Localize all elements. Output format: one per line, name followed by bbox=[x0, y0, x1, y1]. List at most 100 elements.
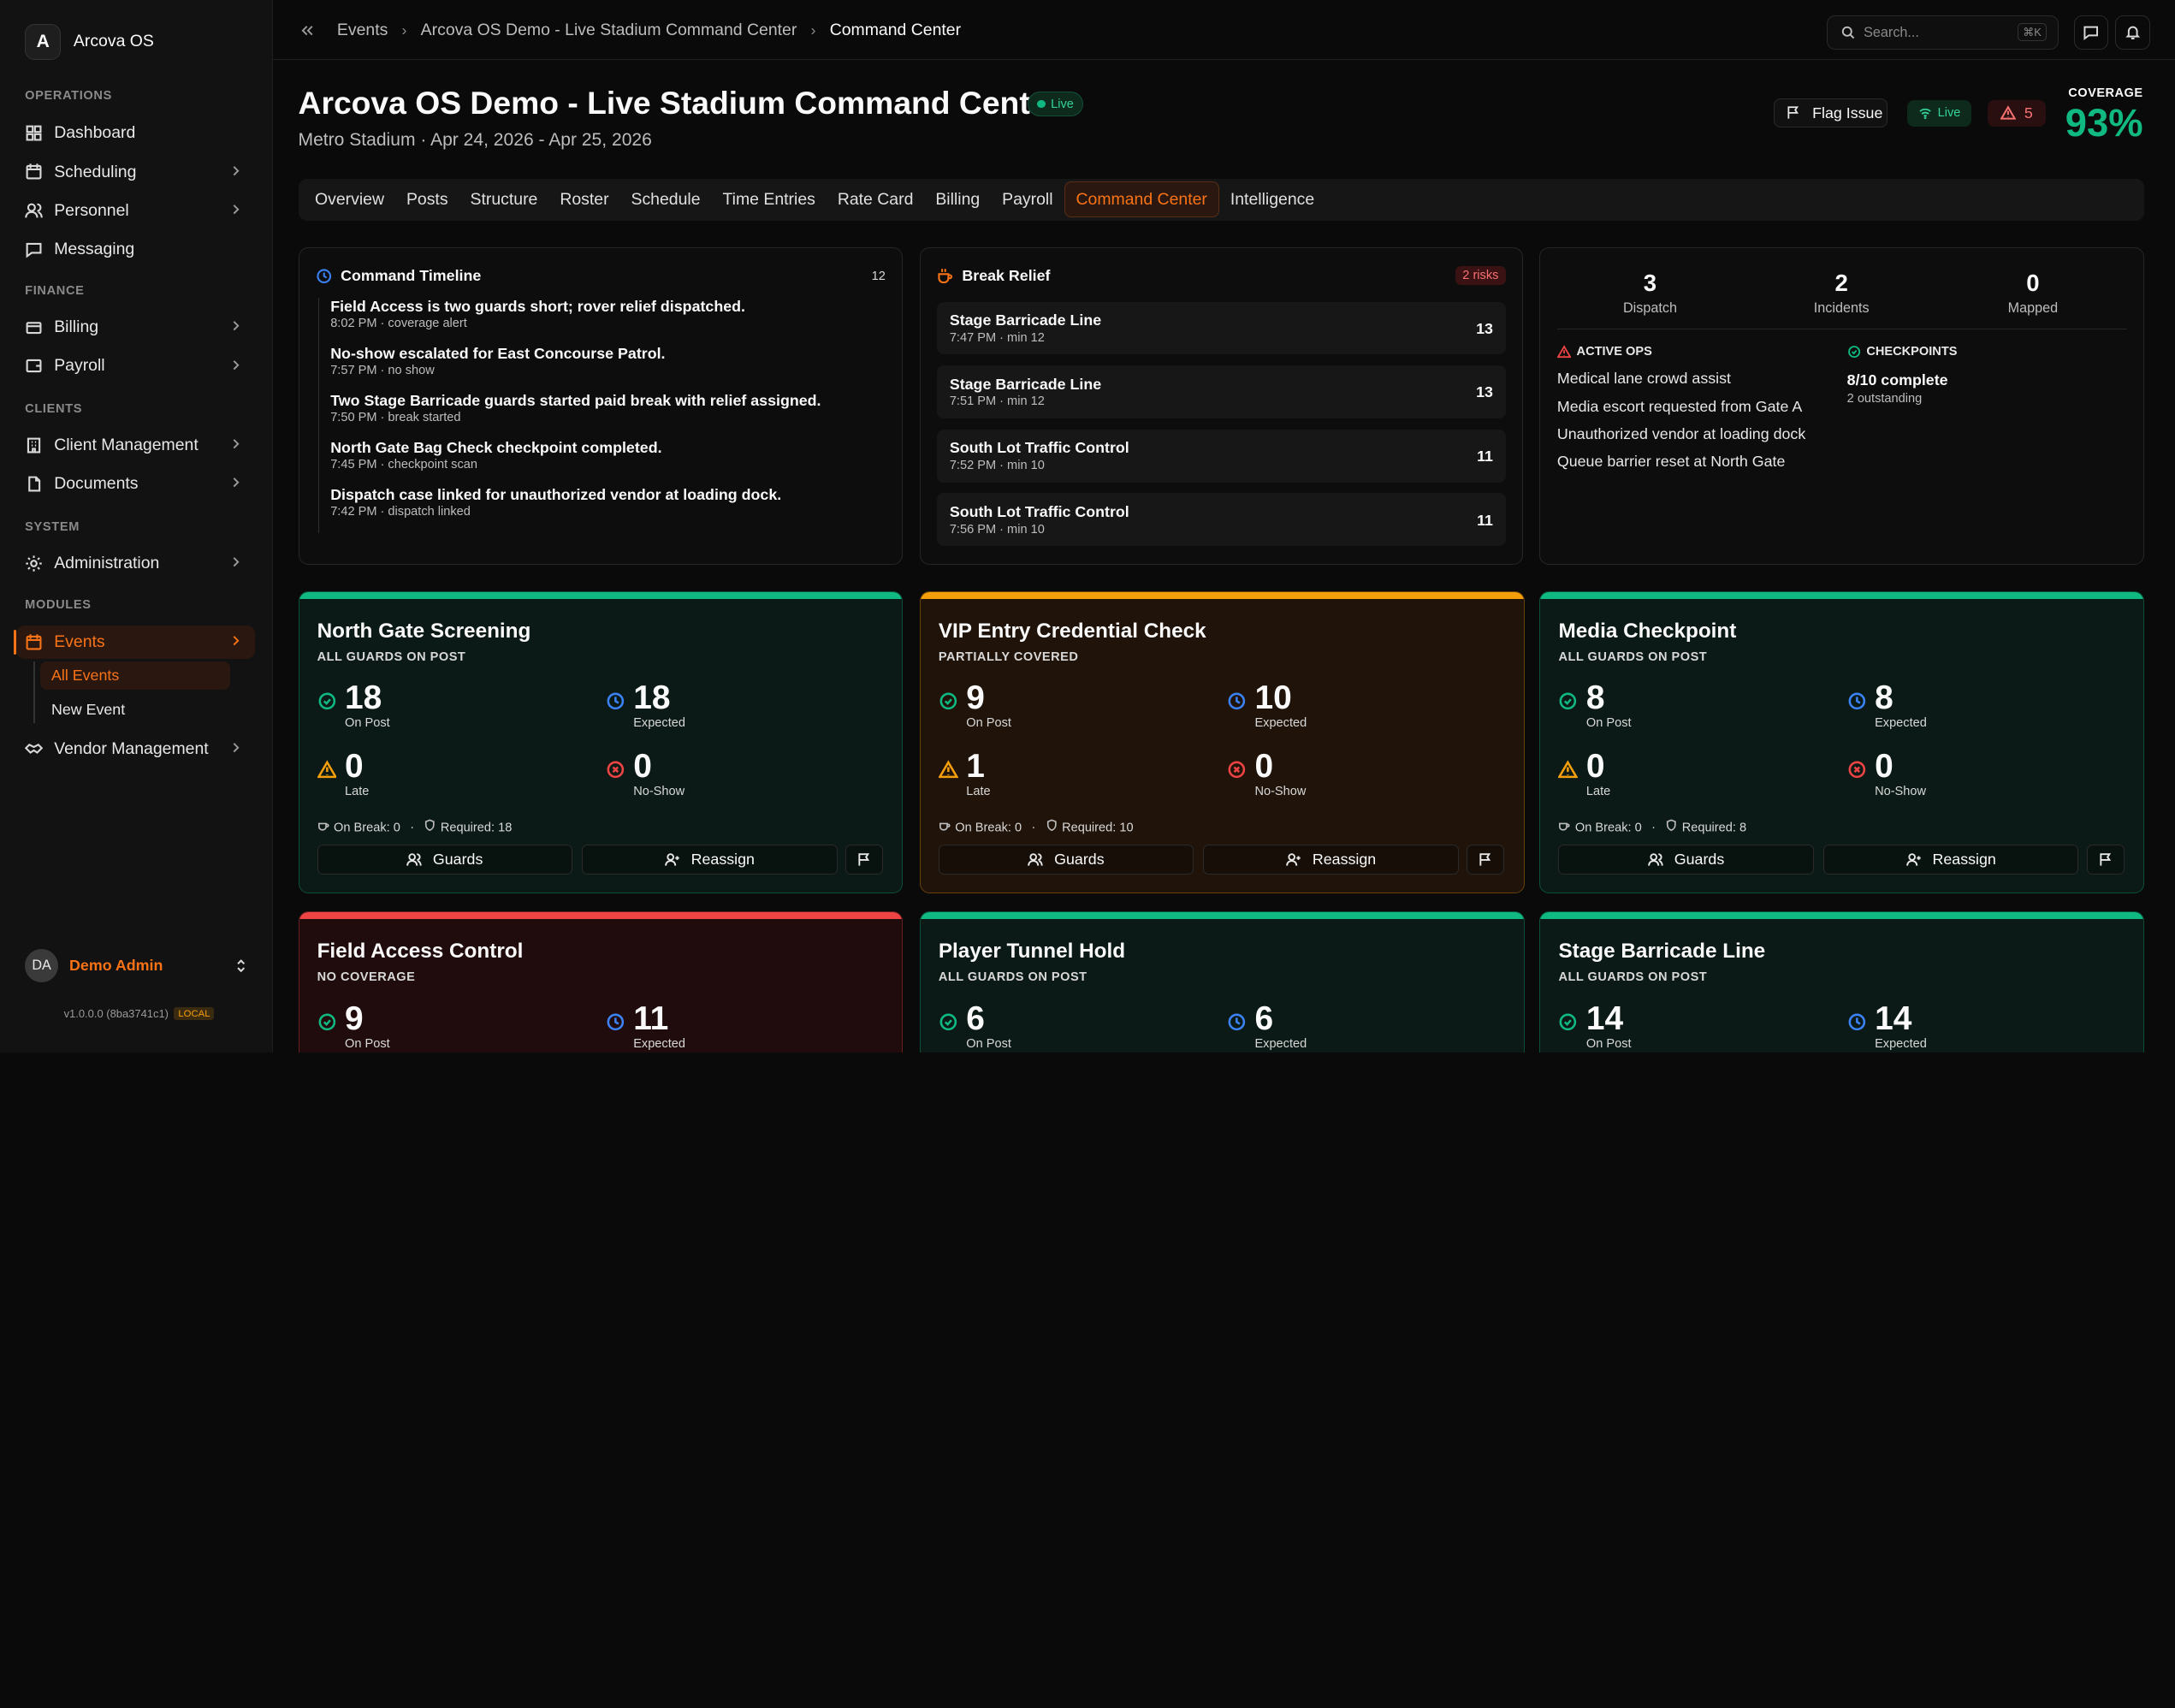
chevron-right-icon bbox=[233, 743, 240, 753]
sidebar-subitem-all-events[interactable]: All Events bbox=[40, 661, 231, 690]
notifications-button[interactable] bbox=[2115, 15, 2150, 50]
active-op-item[interactable]: Queue barrier reset at North Gate bbox=[1556, 453, 1786, 471]
sidebar-item-client-management[interactable]: Client Management bbox=[16, 429, 255, 462]
post-status: PARTIALLY COVERED bbox=[938, 649, 1079, 664]
search-input[interactable]: Search... ⌘K bbox=[1826, 15, 2059, 50]
flag-issue-button[interactable]: Flag Issue bbox=[1774, 98, 1888, 128]
reassign-label: Reassign bbox=[1312, 850, 1377, 868]
post-name: VIP Entry Credential Check bbox=[938, 620, 1206, 643]
breadcrumb-events[interactable]: Events bbox=[336, 21, 388, 40]
active-op-item[interactable]: Unauthorized vendor at loading dock bbox=[1556, 425, 1806, 443]
sidebar-item-events[interactable]: Events bbox=[14, 626, 256, 660]
flag-post-button[interactable] bbox=[845, 844, 883, 875]
active-ops-list: Medical lane crowd assist Media escort r… bbox=[1557, 370, 1805, 481]
sidebar-item-vendor-management[interactable]: Vendor Management bbox=[16, 732, 255, 766]
reassign-button[interactable]: Reassign bbox=[582, 844, 838, 875]
sidebar-item-label: Events bbox=[54, 632, 105, 652]
break-item[interactable]: Stage Barricade Line 7:47 PM · min 12 13 bbox=[937, 301, 1506, 355]
chevron-right-icon bbox=[233, 321, 240, 331]
sidebar-item-scheduling[interactable]: Scheduling bbox=[16, 156, 255, 189]
reassign-button[interactable]: Reassign bbox=[1203, 844, 1459, 875]
x-circle-icon bbox=[1228, 761, 1246, 778]
tab-overview[interactable]: Overview bbox=[314, 189, 384, 209]
sidebar-item-payroll[interactable]: Payroll bbox=[16, 350, 255, 383]
reassign-button[interactable]: Reassign bbox=[1823, 844, 2079, 875]
break-item-title: Stage Barricade Line bbox=[949, 311, 1102, 329]
tab-intelligence[interactable]: Intelligence bbox=[1230, 189, 1315, 209]
break-item[interactable]: South Lot Traffic Control 7:56 PM · min 1… bbox=[937, 493, 1506, 547]
live-status-button[interactable]: Live bbox=[1907, 99, 1972, 127]
flag-post-button[interactable] bbox=[1467, 844, 1505, 875]
breadcrumb-event[interactable]: Arcova OS Demo - Live Stadium Command Ce… bbox=[420, 21, 797, 40]
active-op-item[interactable]: Media escort requested from Gate A bbox=[1556, 397, 1803, 415]
sidebar-item-messaging[interactable]: Messaging bbox=[16, 233, 255, 266]
metric-value: 0 bbox=[1254, 747, 1274, 785]
alerts-button[interactable]: 5 bbox=[1988, 99, 2047, 127]
break-relief-title: Break Relief bbox=[962, 267, 1051, 285]
post-card[interactable]: North Gate Screening ALL GUARDS ON POST 1… bbox=[298, 590, 904, 893]
tab-schedule[interactable]: Schedule bbox=[631, 189, 701, 209]
stat-dispatch[interactable]: 3 Dispatch bbox=[1580, 270, 1719, 316]
clock-icon bbox=[607, 1013, 624, 1030]
post-card[interactable]: Player Tunnel Hold ALL GUARDS ON POST 6 On… bbox=[919, 911, 1525, 1053]
calendar-icon bbox=[26, 634, 42, 650]
tab-payroll[interactable]: Payroll bbox=[1002, 189, 1053, 209]
status-bar bbox=[1540, 912, 2144, 920]
metric-expected: 8 Expected bbox=[1847, 680, 1927, 730]
metric-label: Expected bbox=[633, 1036, 685, 1051]
tab-structure[interactable]: Structure bbox=[470, 189, 538, 209]
stat-incidents[interactable]: 2 Incidents bbox=[1772, 270, 1911, 316]
tab-roster[interactable]: Roster bbox=[560, 189, 609, 209]
guards-button[interactable]: Guards bbox=[938, 844, 1194, 875]
sidebar-item-administration[interactable]: Administration bbox=[16, 547, 255, 580]
topbar: Events › Arcova OS Demo - Live Stadium C… bbox=[273, 0, 2175, 60]
timeline-item-meta: 7:42 PM · dispatch linked bbox=[330, 505, 471, 519]
metric-label: No-Show bbox=[633, 784, 685, 798]
metric-expected: 11 Expected bbox=[606, 1000, 685, 1051]
sidebar-item-personnel[interactable]: Personnel bbox=[16, 194, 255, 228]
post-card[interactable]: Stage Barricade Line ALL GUARDS ON POST 1… bbox=[1539, 911, 2145, 1053]
post-status: NO COVERAGE bbox=[317, 970, 416, 985]
status-bar bbox=[920, 591, 1524, 599]
sidebar-subitem-new-event[interactable]: New Event bbox=[50, 701, 126, 719]
post-card[interactable]: Field Access Control NO COVERAGE 9 On Post… bbox=[298, 911, 904, 1053]
messages-button[interactable] bbox=[2073, 15, 2109, 50]
stat-mapped[interactable]: 0 Mapped bbox=[1964, 270, 2102, 316]
required-label: Required: bbox=[1062, 821, 1117, 836]
flag-post-button[interactable] bbox=[2087, 844, 2125, 875]
clock-icon bbox=[317, 269, 332, 284]
checkpoints-outstanding: 2 outstanding bbox=[1846, 392, 1923, 406]
guards-button[interactable]: Guards bbox=[317, 844, 572, 875]
user-menu[interactable]: DA Demo Admin bbox=[25, 948, 250, 982]
active-op-item[interactable]: Medical lane crowd assist bbox=[1556, 370, 1731, 388]
break-item[interactable]: South Lot Traffic Control 7:52 PM · min 1… bbox=[937, 429, 1506, 483]
brand[interactable]: A Arcova OS bbox=[25, 23, 154, 60]
grid-icon bbox=[26, 125, 42, 141]
clock-icon bbox=[607, 692, 624, 710]
post-card[interactable]: VIP Entry Credential Check PARTIALLY COV… bbox=[919, 590, 1525, 893]
tab-command-center[interactable]: Command Center bbox=[1064, 181, 1219, 218]
post-footer: On Break: 0 · Required: 18 bbox=[317, 819, 512, 835]
flag-issue-label: Flag Issue bbox=[1812, 104, 1883, 122]
sidebar-item-documents[interactable]: Documents bbox=[16, 467, 255, 501]
post-card[interactable]: Media Checkpoint ALL GUARDS ON POST 8 On P… bbox=[1539, 590, 2145, 893]
wifi-icon bbox=[1919, 108, 1931, 120]
post-name: Player Tunnel Hold bbox=[938, 940, 1126, 964]
tab-time-entries[interactable]: Time Entries bbox=[722, 189, 815, 209]
sidebar-item-label: Billing bbox=[54, 317, 99, 337]
tab-billing[interactable]: Billing bbox=[935, 189, 981, 209]
tab-posts[interactable]: Posts bbox=[406, 189, 448, 209]
metric-value: 1 bbox=[966, 747, 985, 785]
coffee-icon bbox=[938, 269, 953, 284]
x-circle-icon bbox=[607, 761, 624, 778]
timeline-item-text: Dispatch case linked for unauthorized ve… bbox=[330, 486, 782, 504]
collapse-sidebar-icon[interactable] bbox=[299, 22, 315, 39]
tab-rate-card[interactable]: Rate Card bbox=[837, 189, 914, 209]
users-icon bbox=[1648, 852, 1663, 866]
sidebar-item-billing[interactable]: Billing bbox=[16, 311, 255, 344]
break-item[interactable]: Stage Barricade Line 7:51 PM · min 12 13 bbox=[937, 365, 1506, 418]
sidebar-item-dashboard[interactable]: Dashboard bbox=[16, 116, 255, 150]
guards-button[interactable]: Guards bbox=[1558, 844, 1814, 875]
post-name: Stage Barricade Line bbox=[1558, 940, 1766, 964]
warning-icon bbox=[938, 760, 958, 778]
